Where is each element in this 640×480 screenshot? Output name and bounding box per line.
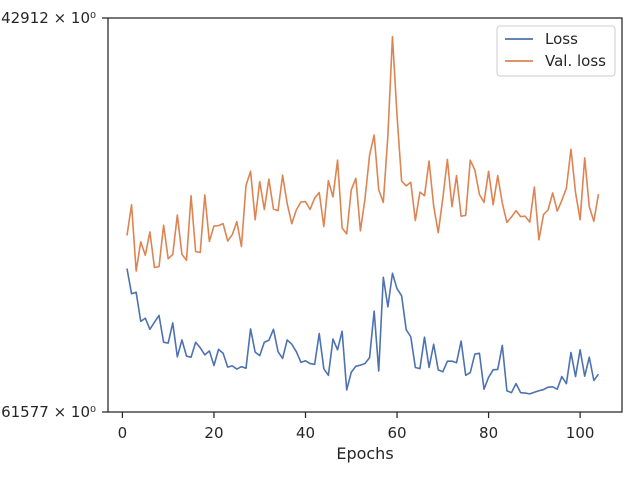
series-line-loss [126,268,600,395]
series-lines [126,35,600,395]
legend-label-val-loss: Val. loss [545,52,606,70]
y-tick-label: 42912 × 10⁰ [1,9,96,27]
legend: Loss Val. loss [496,25,616,77]
x-tick-label: 40 [296,424,315,442]
x-axis-ticks: 0 20 40 60 80 100 [118,412,595,442]
x-tick-label: 60 [387,424,406,442]
x-tick-label: 100 [566,424,595,442]
x-axis-label: Epochs [336,444,393,463]
plot-frame [107,17,623,413]
x-tick-label: 20 [204,424,223,442]
y-axis-ticks: 42912 × 10⁰ 61577 × 10⁰ [1,9,108,421]
y-tick-label: 61577 × 10⁰ [1,403,96,421]
legend-label-loss: Loss [545,30,578,48]
series-line-val-loss [126,35,600,272]
x-tick-label: 80 [479,424,498,442]
x-tick-label: 0 [118,424,128,442]
